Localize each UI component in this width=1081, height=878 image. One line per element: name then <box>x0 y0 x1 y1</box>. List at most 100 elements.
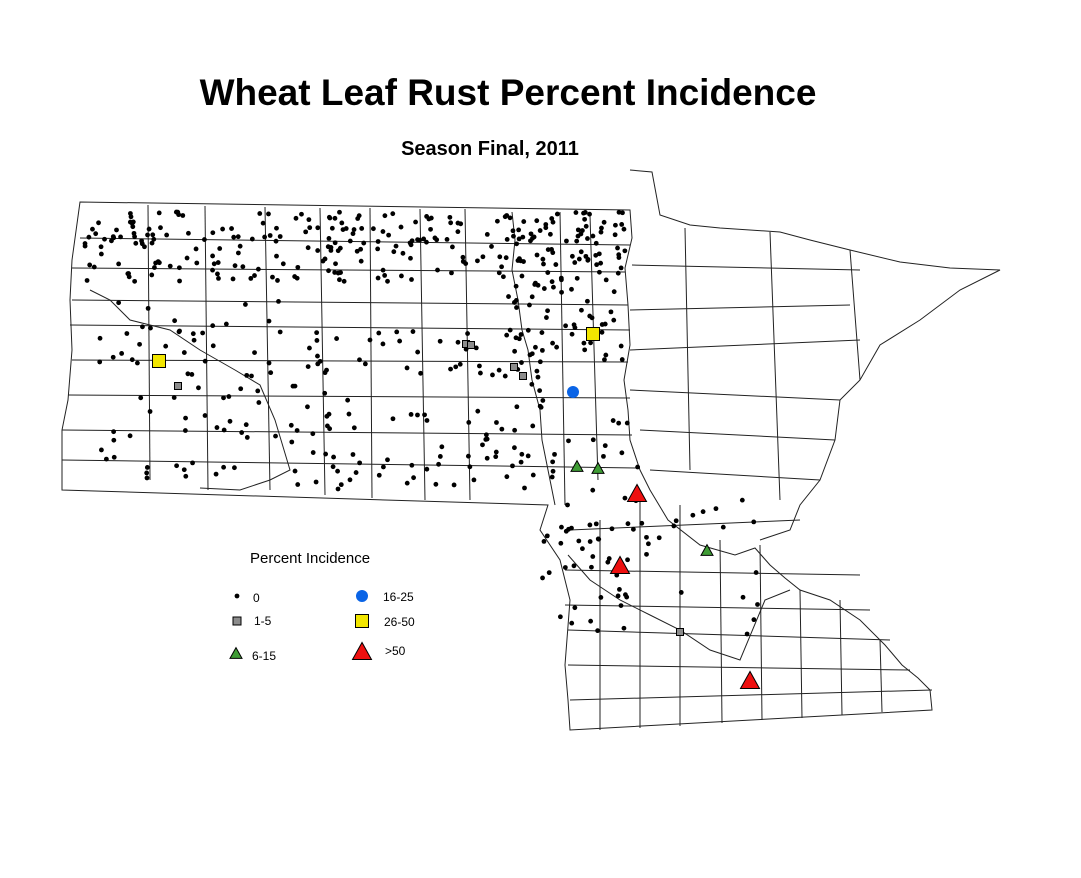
point-0 <box>448 220 454 226</box>
point-0 <box>563 323 569 329</box>
point-0 <box>215 260 221 265</box>
point-0 <box>140 324 145 330</box>
point-0 <box>202 358 208 364</box>
point-0 <box>598 594 604 600</box>
point-0 <box>339 220 345 226</box>
point-0 <box>273 238 279 244</box>
point-0 <box>484 455 490 461</box>
point-0 <box>619 222 625 227</box>
point-0 <box>422 412 427 418</box>
point-0 <box>210 253 216 259</box>
point-0 <box>599 225 604 231</box>
point-0 <box>581 340 587 346</box>
point-0 <box>499 426 505 432</box>
legend-label-1-5: 1-5 <box>254 614 272 628</box>
point-0 <box>541 261 546 267</box>
point-0 <box>350 231 356 237</box>
point-0 <box>564 238 569 244</box>
point-1-5 <box>174 382 182 390</box>
point-0 <box>511 233 516 239</box>
point-0 <box>596 251 602 257</box>
point-0 <box>382 213 388 219</box>
point-0 <box>335 486 341 492</box>
point-0 <box>525 453 531 459</box>
point-0 <box>530 423 536 429</box>
point-0 <box>465 453 471 459</box>
point-0 <box>569 620 575 626</box>
point-0 <box>569 253 575 259</box>
point-0 <box>471 477 477 483</box>
point-0 <box>602 321 608 327</box>
point-0 <box>332 270 338 275</box>
point-0 <box>504 474 510 480</box>
point-0 <box>521 219 527 224</box>
point-0 <box>221 427 227 433</box>
point-0 <box>217 246 223 251</box>
point-0 <box>144 470 150 476</box>
county-line <box>61 459 641 469</box>
point-0 <box>249 236 255 242</box>
county-line <box>419 208 426 501</box>
point-0 <box>385 278 390 284</box>
point-0 <box>158 225 163 231</box>
point-0 <box>623 592 628 598</box>
point-0 <box>590 554 596 559</box>
point-0 <box>244 435 250 440</box>
point-0 <box>615 270 621 276</box>
point-0 <box>458 221 464 227</box>
point-0 <box>551 284 556 290</box>
point-0 <box>362 361 368 367</box>
point-0 <box>333 261 338 267</box>
county-line <box>67 394 631 399</box>
point-0 <box>172 318 178 324</box>
point-0 <box>84 278 90 283</box>
point-0 <box>82 241 88 246</box>
point-0 <box>590 487 596 493</box>
point-0 <box>376 330 382 336</box>
point-0 <box>539 330 545 335</box>
county-line <box>589 214 599 481</box>
point-0 <box>751 519 757 525</box>
point-0 <box>616 255 622 260</box>
point-0 <box>145 232 150 238</box>
point-0 <box>277 234 283 239</box>
point-0 <box>127 433 133 439</box>
point-0 <box>424 239 429 245</box>
point-0 <box>295 482 301 487</box>
point-0 <box>248 276 254 281</box>
point-0 <box>274 253 279 259</box>
point-0 <box>585 236 590 241</box>
point-0 <box>314 338 320 343</box>
point-0 <box>519 273 525 279</box>
point-0 <box>332 240 338 246</box>
point-0 <box>587 522 593 528</box>
point-0 <box>618 603 624 609</box>
point-0 <box>174 463 180 469</box>
point-0 <box>533 344 538 350</box>
point-0 <box>449 270 454 276</box>
point-0 <box>559 289 564 295</box>
point-0 <box>435 267 440 273</box>
point-0 <box>353 470 359 475</box>
point-0 <box>315 361 321 367</box>
point-0 <box>229 226 234 231</box>
point-0 <box>615 593 621 599</box>
point-0 <box>182 428 188 433</box>
point-0 <box>598 260 604 266</box>
point-0 <box>324 413 330 419</box>
point-0 <box>540 398 546 403</box>
point-0 <box>292 383 298 389</box>
point-0 <box>546 570 552 576</box>
point-0 <box>569 331 575 337</box>
point-0 <box>337 277 342 283</box>
point-0 <box>549 474 555 480</box>
point-0 <box>252 273 257 278</box>
county-line <box>559 211 566 506</box>
county-line <box>71 267 626 273</box>
point-0 <box>202 237 207 242</box>
point-0 <box>475 408 481 414</box>
point-0 <box>111 454 117 460</box>
point-0 <box>516 227 522 233</box>
point-0 <box>138 395 144 401</box>
point-0 <box>322 390 328 396</box>
